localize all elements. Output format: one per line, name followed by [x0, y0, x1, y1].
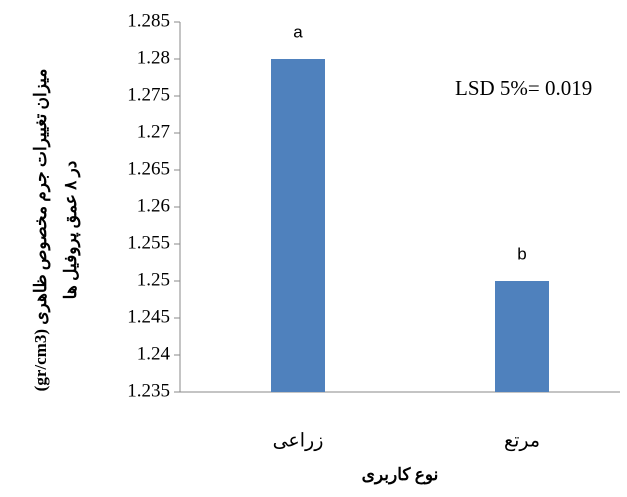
y-tick-label: 1.275 [127, 84, 170, 105]
y-tick-label: 1.285 [127, 10, 170, 31]
y-tick-label: 1.27 [137, 121, 170, 142]
y-tick-label: 1.26 [137, 195, 170, 216]
y-axis-label: میزان تغییرات جرم مخصوص ظاهری (gr/cm3) [31, 69, 51, 392]
group-letter: b [517, 244, 526, 263]
y-tick-label: 1.25 [137, 269, 170, 290]
group-letter: a [293, 22, 303, 41]
x-tick-label: زراعی [273, 430, 324, 451]
annotation: LSD 5%= 0.019 [455, 76, 592, 100]
y-tick-label: 1.245 [127, 306, 170, 327]
bar [495, 281, 549, 392]
x-axis-label: نوع کاربری [362, 465, 439, 485]
bar [271, 59, 325, 392]
y-axis-label: در ۸ عمق پروفیل ها [61, 161, 81, 300]
y-tick-label: 1.235 [127, 380, 170, 401]
y-tick-label: 1.28 [137, 47, 170, 68]
x-tick-label: مرتع [504, 430, 540, 451]
y-tick-label: 1.265 [127, 158, 170, 179]
y-tick-label: 1.24 [137, 343, 171, 364]
y-tick-label: 1.255 [127, 232, 170, 253]
